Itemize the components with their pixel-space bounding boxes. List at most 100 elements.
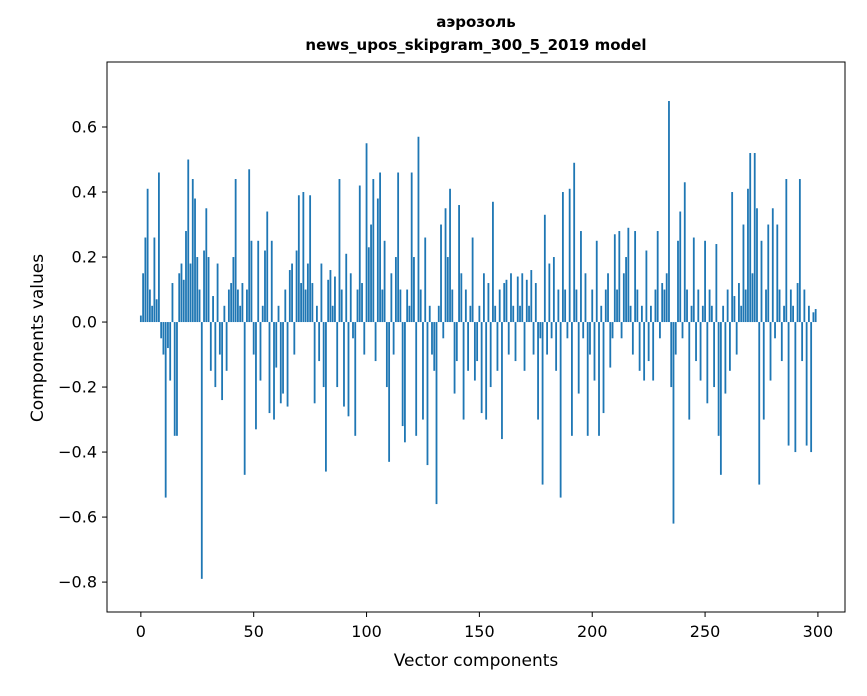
bar bbox=[627, 227, 630, 323]
bar bbox=[498, 289, 501, 323]
bar bbox=[266, 211, 269, 323]
bar bbox=[385, 322, 388, 388]
bar bbox=[679, 211, 682, 323]
bar bbox=[747, 188, 749, 323]
bar bbox=[753, 153, 756, 323]
bar bbox=[334, 276, 336, 323]
bar bbox=[697, 289, 700, 323]
bar bbox=[756, 208, 758, 323]
bar bbox=[593, 322, 596, 381]
bar bbox=[568, 188, 571, 323]
bar bbox=[302, 192, 305, 323]
bar bbox=[543, 214, 546, 323]
y-tick-label: 0.6 bbox=[72, 118, 97, 137]
bar bbox=[571, 322, 573, 436]
bar bbox=[591, 289, 594, 323]
bar bbox=[171, 283, 174, 323]
bar bbox=[261, 305, 264, 323]
bar bbox=[503, 283, 506, 323]
x-tick-label: 250 bbox=[690, 622, 721, 641]
bar bbox=[483, 273, 485, 323]
bar bbox=[548, 263, 551, 323]
bar bbox=[695, 322, 697, 362]
bar bbox=[478, 305, 481, 323]
bar bbox=[464, 289, 467, 323]
bar bbox=[765, 289, 767, 323]
bar bbox=[460, 273, 463, 323]
bar bbox=[306, 263, 309, 323]
y-tick-label: −0.6 bbox=[58, 508, 97, 527]
bar bbox=[225, 322, 228, 371]
bar bbox=[264, 250, 266, 323]
bar bbox=[726, 289, 729, 323]
bar bbox=[561, 192, 564, 323]
bar bbox=[187, 159, 190, 323]
bar bbox=[288, 270, 291, 323]
bar bbox=[381, 289, 384, 323]
bar bbox=[584, 273, 587, 323]
bar bbox=[749, 153, 752, 323]
bar bbox=[383, 240, 386, 323]
bar bbox=[708, 289, 711, 323]
bar bbox=[424, 237, 427, 323]
bar bbox=[209, 322, 212, 371]
bar bbox=[162, 322, 165, 355]
bar bbox=[467, 322, 470, 371]
bar bbox=[688, 322, 691, 420]
bar bbox=[505, 279, 508, 323]
bar bbox=[598, 322, 600, 436]
bar bbox=[279, 322, 282, 404]
bar bbox=[469, 305, 472, 323]
bar bbox=[370, 224, 372, 323]
x-axis-label: Vector components bbox=[393, 651, 559, 671]
bar bbox=[273, 322, 275, 420]
bar bbox=[309, 195, 312, 323]
bar bbox=[241, 283, 244, 323]
bar bbox=[243, 322, 246, 475]
bar bbox=[216, 263, 219, 323]
bar bbox=[146, 188, 149, 323]
bar bbox=[367, 247, 370, 323]
bar bbox=[417, 136, 420, 323]
bar bbox=[528, 305, 530, 323]
bar bbox=[234, 179, 237, 323]
bar bbox=[191, 179, 194, 323]
y-tick-label: 0.4 bbox=[72, 183, 97, 202]
bar bbox=[516, 276, 519, 323]
bar bbox=[144, 237, 147, 323]
bar bbox=[636, 289, 639, 323]
bar bbox=[394, 257, 397, 323]
bar bbox=[212, 296, 214, 323]
bar bbox=[361, 283, 363, 323]
bar bbox=[207, 257, 210, 323]
bar bbox=[442, 322, 445, 339]
bar bbox=[291, 263, 293, 323]
bar bbox=[618, 231, 621, 323]
bar bbox=[451, 289, 454, 323]
bar bbox=[735, 322, 738, 355]
bar bbox=[751, 273, 754, 323]
bar bbox=[724, 322, 727, 394]
bar bbox=[677, 240, 679, 323]
bar bbox=[268, 322, 271, 414]
bar bbox=[259, 322, 262, 381]
bar bbox=[719, 322, 722, 475]
bar bbox=[555, 322, 558, 371]
bar bbox=[789, 289, 792, 323]
bar bbox=[717, 322, 720, 436]
bar bbox=[343, 322, 345, 407]
bar bbox=[758, 322, 761, 485]
bar bbox=[722, 305, 725, 323]
bar bbox=[151, 305, 154, 323]
bar bbox=[805, 322, 808, 446]
bar bbox=[787, 322, 790, 446]
bar bbox=[345, 253, 348, 323]
bar bbox=[699, 322, 702, 381]
bar bbox=[408, 305, 411, 323]
bar bbox=[652, 322, 655, 381]
bar bbox=[433, 322, 436, 371]
bar bbox=[246, 289, 248, 323]
bar bbox=[449, 188, 451, 323]
bar bbox=[325, 322, 327, 472]
